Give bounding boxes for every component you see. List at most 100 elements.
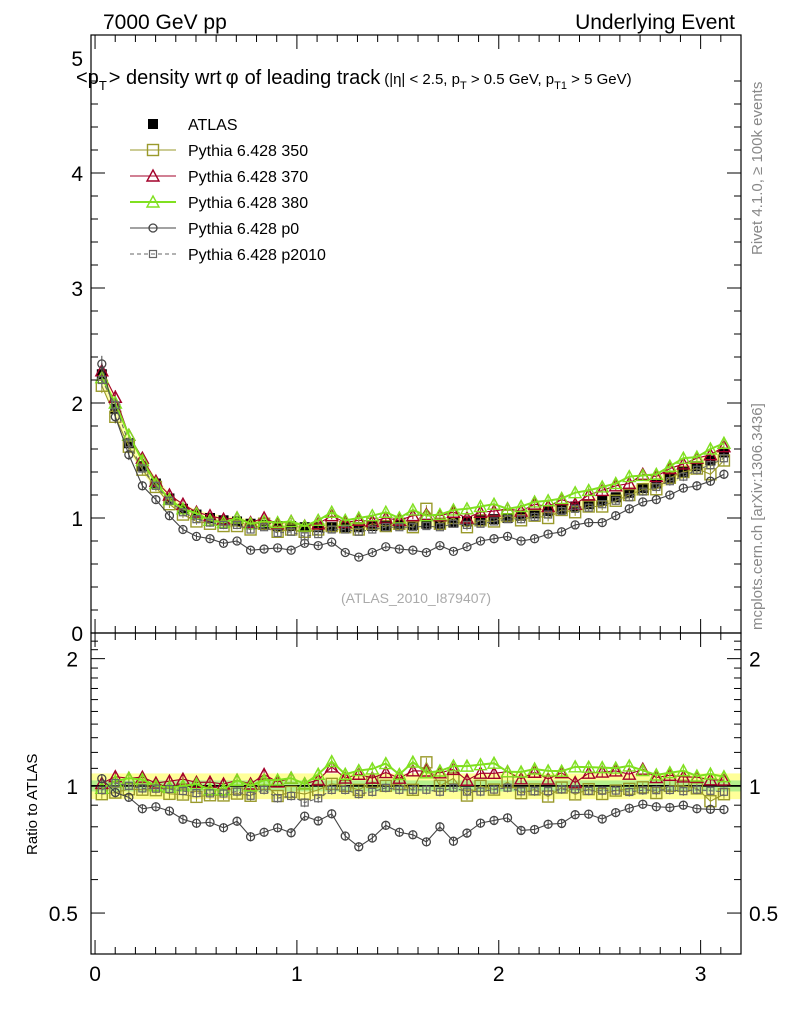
- point-p380: [432, 507, 448, 521]
- ratio-point-p0: [421, 837, 432, 847]
- legend-entry-p2010: Pythia 6.428 p2010: [130, 247, 326, 264]
- point-p2010: [165, 496, 174, 505]
- legend-marker: [148, 223, 158, 233]
- y-tick-label: 3: [71, 278, 83, 301]
- ratio-point-p0: [435, 822, 445, 832]
- ratio-point-p370: [486, 765, 502, 780]
- ratio-point-p2010: [205, 789, 215, 798]
- point-p380: [405, 502, 421, 516]
- point-p0: [556, 527, 567, 537]
- legend-entry-atlas: ATLAS: [148, 117, 238, 134]
- ratio-point-p350: [609, 784, 622, 797]
- x-tick-label: 3: [695, 963, 707, 986]
- ratio-point-p380: [392, 767, 407, 781]
- ratio-point-p2010: [138, 784, 147, 793]
- ratio-point-p380: [703, 766, 718, 780]
- ratio-series-p2010: [97, 778, 729, 808]
- ratio-point-p0: [611, 807, 621, 818]
- ratio-point-p2010: [300, 798, 309, 807]
- point-p2010: [151, 481, 160, 490]
- ratio-point-p0: [394, 827, 404, 837]
- point-p380: [527, 494, 542, 508]
- ratio-point-p370: [338, 770, 353, 784]
- point-p0: [516, 536, 526, 546]
- x-tick-label: 1: [291, 963, 303, 986]
- point-p2010: [178, 508, 188, 517]
- point-p2010: [300, 532, 309, 541]
- ratio-point-p2010: [611, 786, 620, 795]
- ratio-point-p380: [459, 758, 475, 772]
- y-tick-label: 5: [71, 48, 83, 71]
- ratio-y-tick-label-right: 0.5: [749, 903, 778, 926]
- ratio-point-p0: [692, 804, 702, 814]
- point-p0: [272, 543, 283, 553]
- point-p2010: [584, 503, 593, 512]
- point-p0: [489, 534, 499, 544]
- ratio-point-p380: [676, 763, 691, 777]
- ratio-point-p2010: [111, 778, 120, 788]
- legend: ATLAS Pythia 6.428 350 Pythia 6.428 370 Pyt…: [130, 117, 326, 264]
- ratio-point-p370: [662, 767, 678, 781]
- ratio-point-p2010: [557, 785, 566, 794]
- point-p2010: [232, 520, 242, 530]
- point-p0: [502, 531, 513, 542]
- point-p370: [716, 439, 732, 453]
- point-p370: [311, 516, 326, 530]
- point-p2010: [692, 465, 701, 474]
- ratio-series-p0: [97, 774, 729, 852]
- ratio-point-p370: [527, 764, 542, 778]
- ratio-point-p370: [622, 766, 637, 780]
- point-p2010: [449, 519, 458, 528]
- point-p2010: [395, 523, 404, 532]
- point-p2010: [679, 472, 688, 481]
- ratio-point-p2010: [584, 786, 593, 795]
- ratio-panel: 0.5 0.5 1 1 2 2 0 1 2 3: [49, 632, 778, 986]
- ratio-y-tick-label-right: 2: [749, 649, 761, 672]
- point-p2010: [625, 493, 634, 502]
- ratio-point-p0: [178, 814, 188, 824]
- point-p0: [570, 520, 580, 530]
- point-p380: [595, 479, 610, 493]
- point-p380: [378, 504, 394, 518]
- y-tick-label: 1: [71, 508, 83, 531]
- ratio-point-p0: [678, 800, 689, 810]
- ratio-point-p380: [554, 763, 569, 777]
- legend-label: Pythia 6.428 380: [188, 195, 308, 212]
- analysis-annotation: (ATLAS_2010_I879407): [341, 590, 491, 606]
- point-p2010: [368, 525, 377, 534]
- point-p0: [394, 544, 404, 554]
- ratio-point-p0: [272, 823, 283, 833]
- point-p0: [97, 359, 107, 369]
- ratio-point-p0: [705, 804, 716, 814]
- ratio-point-p370: [392, 770, 407, 784]
- ratio-point-p380: [432, 763, 448, 777]
- legend-entry-p370: Pythia 6.428 370: [130, 168, 308, 186]
- point-p0: [381, 542, 391, 552]
- point-p380: [635, 467, 650, 482]
- point-p2010: [503, 515, 512, 524]
- point-p2010: [435, 523, 445, 532]
- ratio-point-p370: [351, 766, 366, 780]
- point-p380: [270, 515, 285, 529]
- point-p2010: [124, 439, 133, 448]
- ratio-point-p350: [487, 783, 501, 796]
- ratio-point-p370: [405, 763, 421, 777]
- ratio-point-p380: [311, 766, 326, 780]
- ratio-point-p370: [270, 774, 285, 788]
- point-p2010: [287, 527, 296, 536]
- point-p380: [554, 490, 569, 505]
- ratio-point-p0: [475, 818, 486, 828]
- ratio-point-p2010: [287, 791, 296, 801]
- ratio-point-p2010: [219, 789, 228, 798]
- point-p0: [651, 494, 661, 505]
- point-p380: [486, 496, 502, 510]
- chart-title: <pT > density wrt φ of leading track (|η| < …: [76, 67, 632, 93]
- ratio-point-p2010: [692, 785, 701, 794]
- ratio-point-p0: [556, 818, 567, 829]
- point-p370: [581, 487, 596, 501]
- point-p380: [311, 512, 326, 526]
- header-left: 7000 GeV pp: [103, 11, 227, 34]
- point-p380: [649, 466, 664, 480]
- ratio-point-p380: [608, 760, 623, 774]
